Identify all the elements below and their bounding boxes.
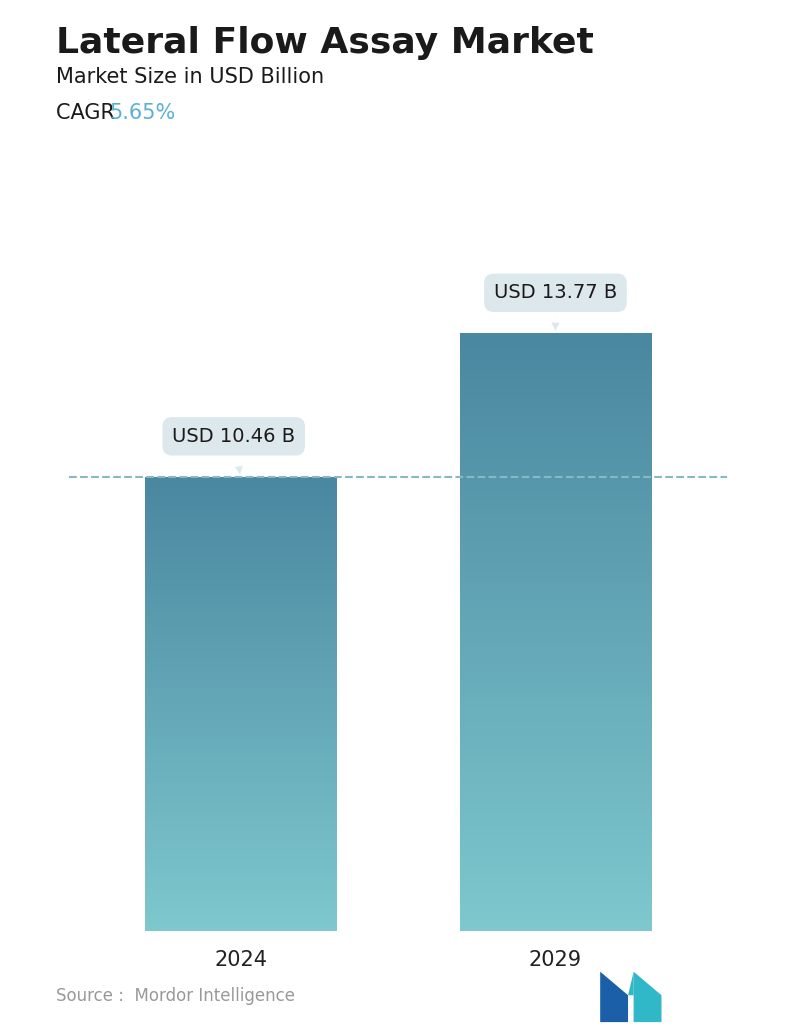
- Text: 5.65%: 5.65%: [110, 103, 176, 123]
- Polygon shape: [634, 972, 661, 1022]
- Polygon shape: [600, 972, 628, 1022]
- Text: Source :  Mordor Intelligence: Source : Mordor Intelligence: [56, 987, 295, 1005]
- Text: CAGR: CAGR: [56, 103, 121, 123]
- Polygon shape: [628, 972, 634, 995]
- Text: USD 10.46 B: USD 10.46 B: [172, 427, 295, 475]
- Text: Market Size in USD Billion: Market Size in USD Billion: [56, 67, 324, 87]
- Text: Lateral Flow Assay Market: Lateral Flow Assay Market: [56, 26, 594, 60]
- Text: USD 13.77 B: USD 13.77 B: [494, 283, 617, 331]
